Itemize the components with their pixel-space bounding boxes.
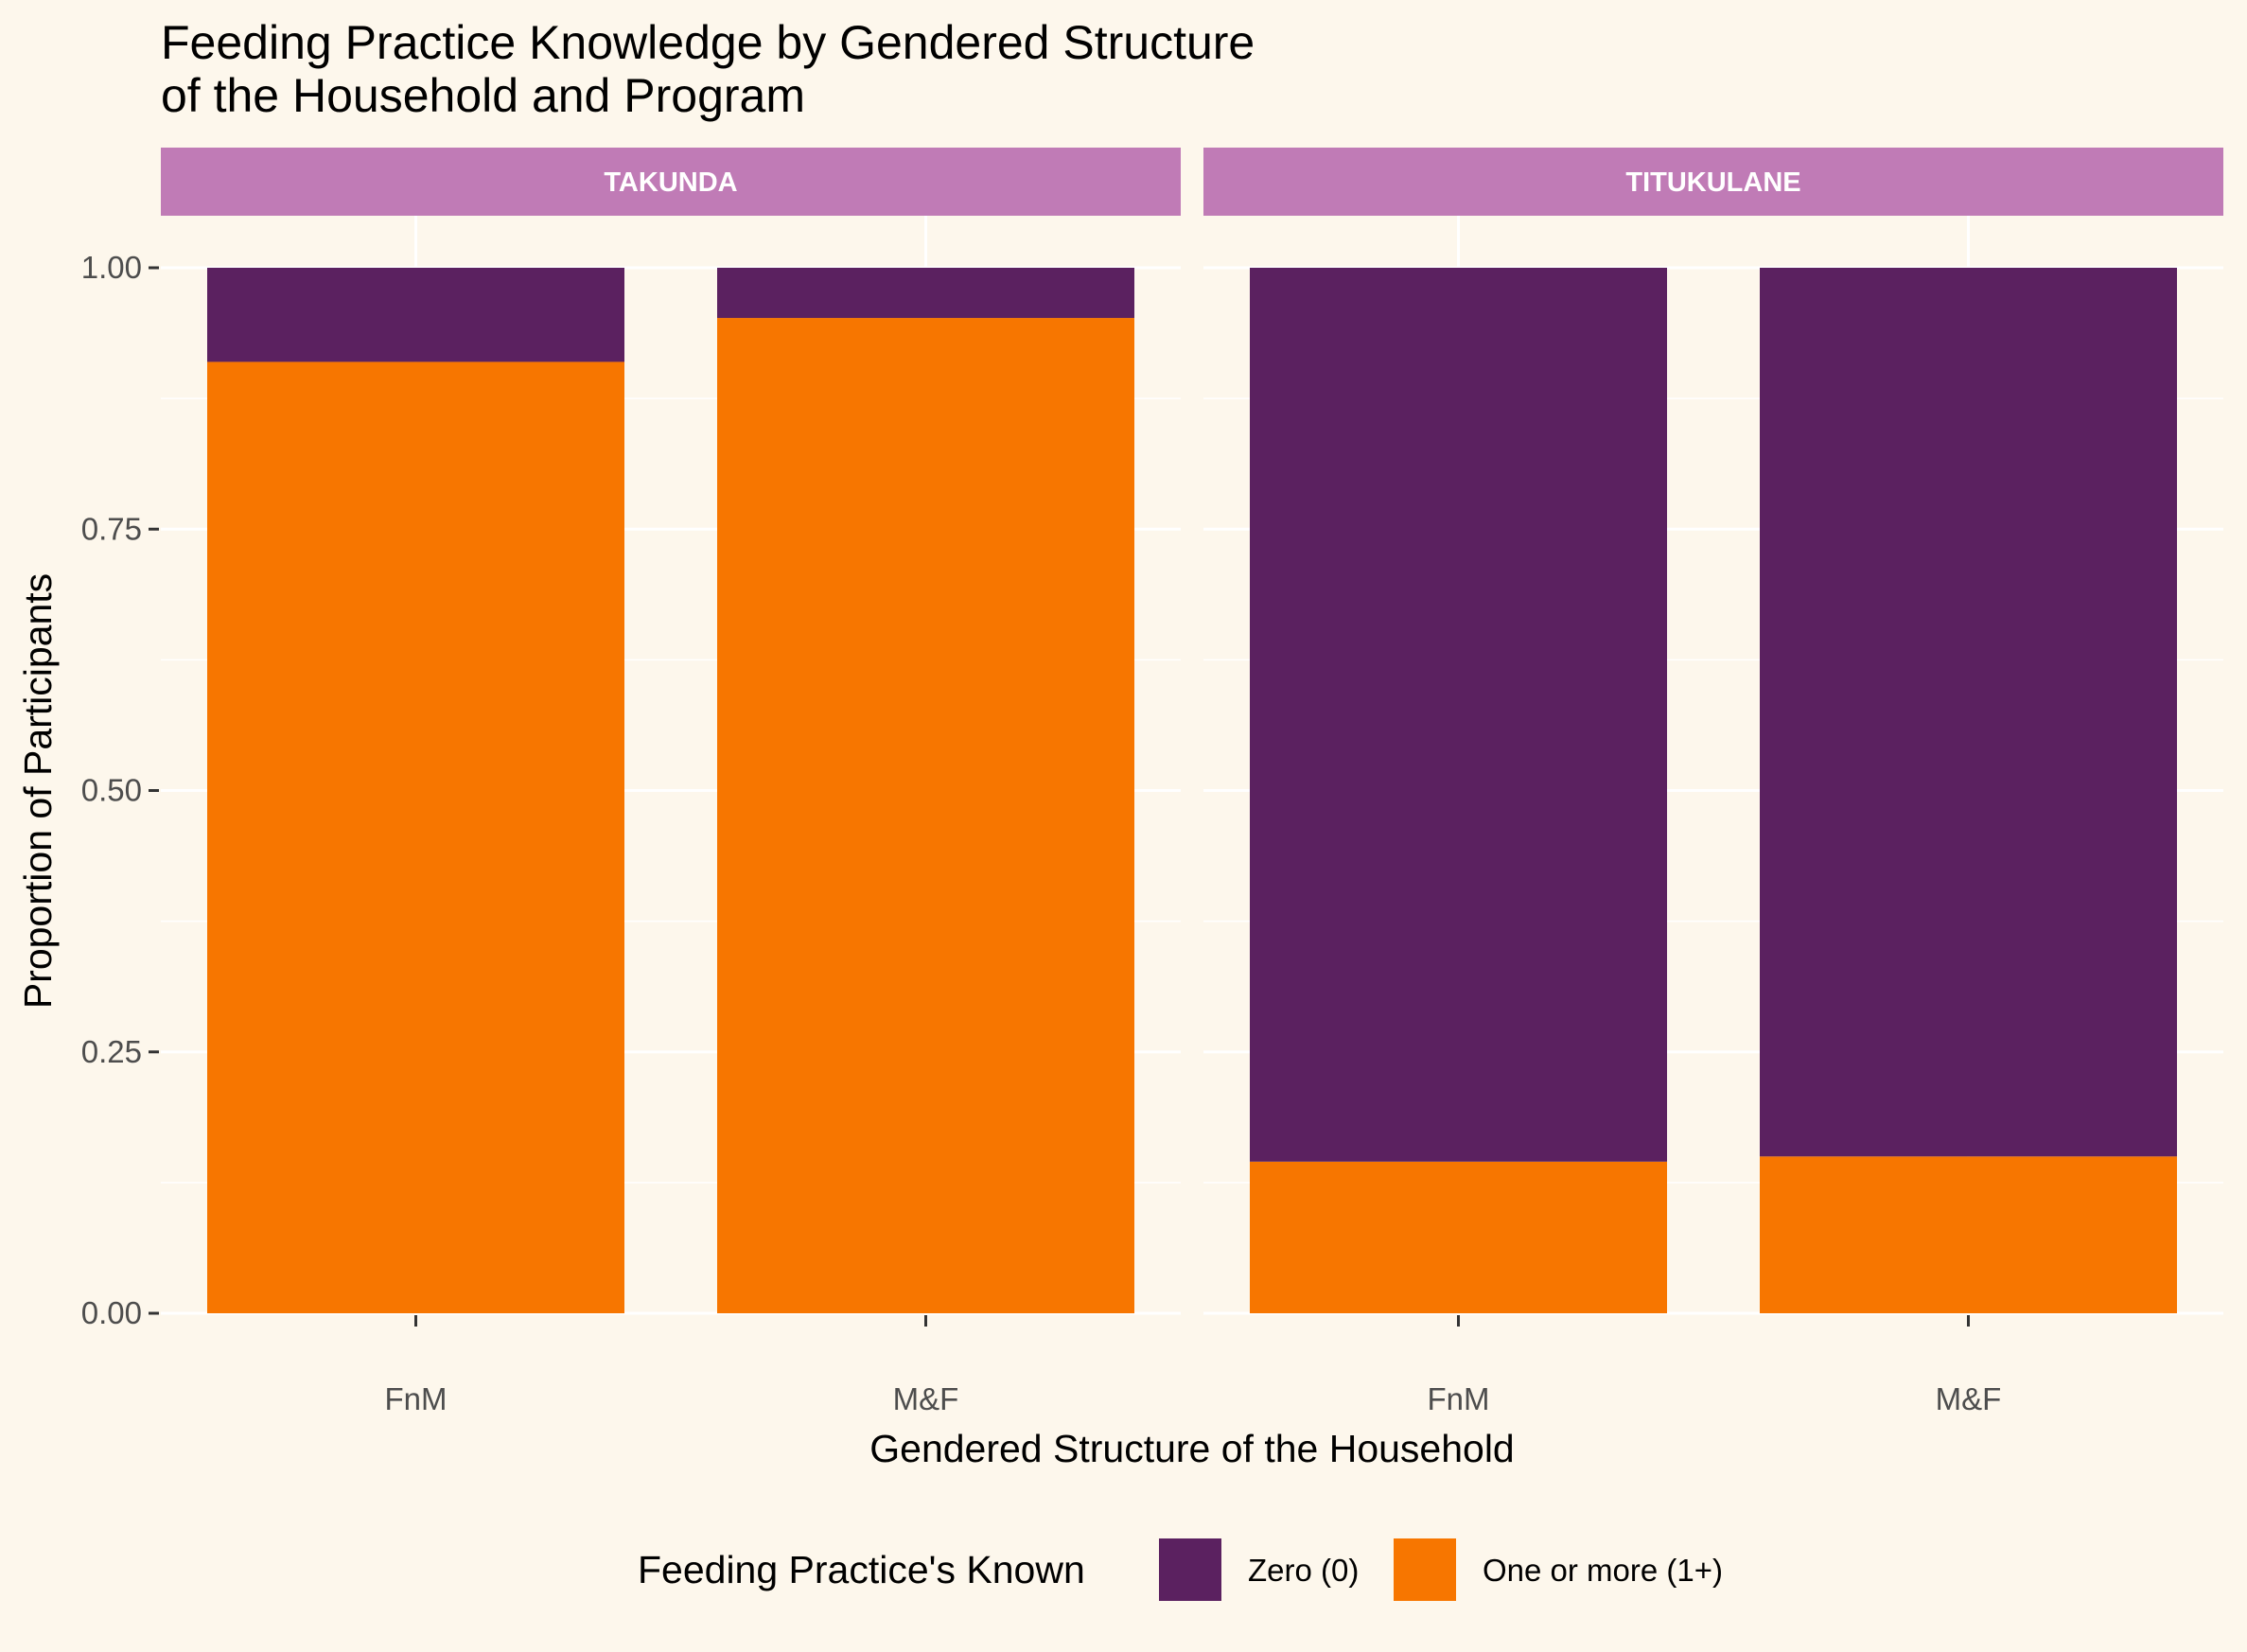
bar-segment — [717, 268, 1134, 319]
bar-segment — [207, 268, 624, 362]
y-axis-label: Proportion of Participants — [16, 573, 60, 1009]
facet-strip-label: TAKUNDA — [604, 167, 737, 198]
y-tick-label: 0.25 — [81, 1034, 142, 1069]
y-tick-label: 0.75 — [81, 511, 142, 546]
y-tick-label: 1.00 — [81, 250, 142, 285]
y-tick-label: 0.50 — [81, 773, 142, 808]
legend-swatch — [1159, 1538, 1221, 1601]
chart-title-line: of the Household and Program — [161, 69, 805, 122]
bar-segment — [1760, 268, 2177, 1157]
legend-title: Feeding Practice's Known — [638, 1548, 1085, 1591]
y-tick-label: 0.00 — [81, 1295, 142, 1330]
x-axis-label: Gendered Structure of the Household — [869, 1427, 1515, 1470]
x-tick-label: M&F — [893, 1381, 959, 1416]
legend-label: Zero (0) — [1248, 1553, 1359, 1588]
bar-segment — [1250, 1161, 1667, 1313]
legend-label: One or more (1+) — [1483, 1553, 1723, 1588]
bar-segment — [717, 318, 1134, 1313]
chart-title-line: Feeding Practice Knowledge by Gendered S… — [161, 16, 1255, 69]
bar-segment — [207, 361, 624, 1313]
x-tick-label: FnM — [385, 1381, 448, 1416]
x-tick-label: M&F — [1936, 1381, 2002, 1416]
facet-strip-label: TITUKULANE — [1625, 167, 1800, 198]
facet-strip — [161, 148, 1181, 216]
x-tick-label: FnM — [1428, 1381, 1490, 1416]
bar-segment — [1760, 1156, 2177, 1313]
legend-swatch — [1394, 1538, 1456, 1601]
bar-segment — [1250, 268, 1667, 1162]
facet-strip — [1203, 148, 2223, 216]
